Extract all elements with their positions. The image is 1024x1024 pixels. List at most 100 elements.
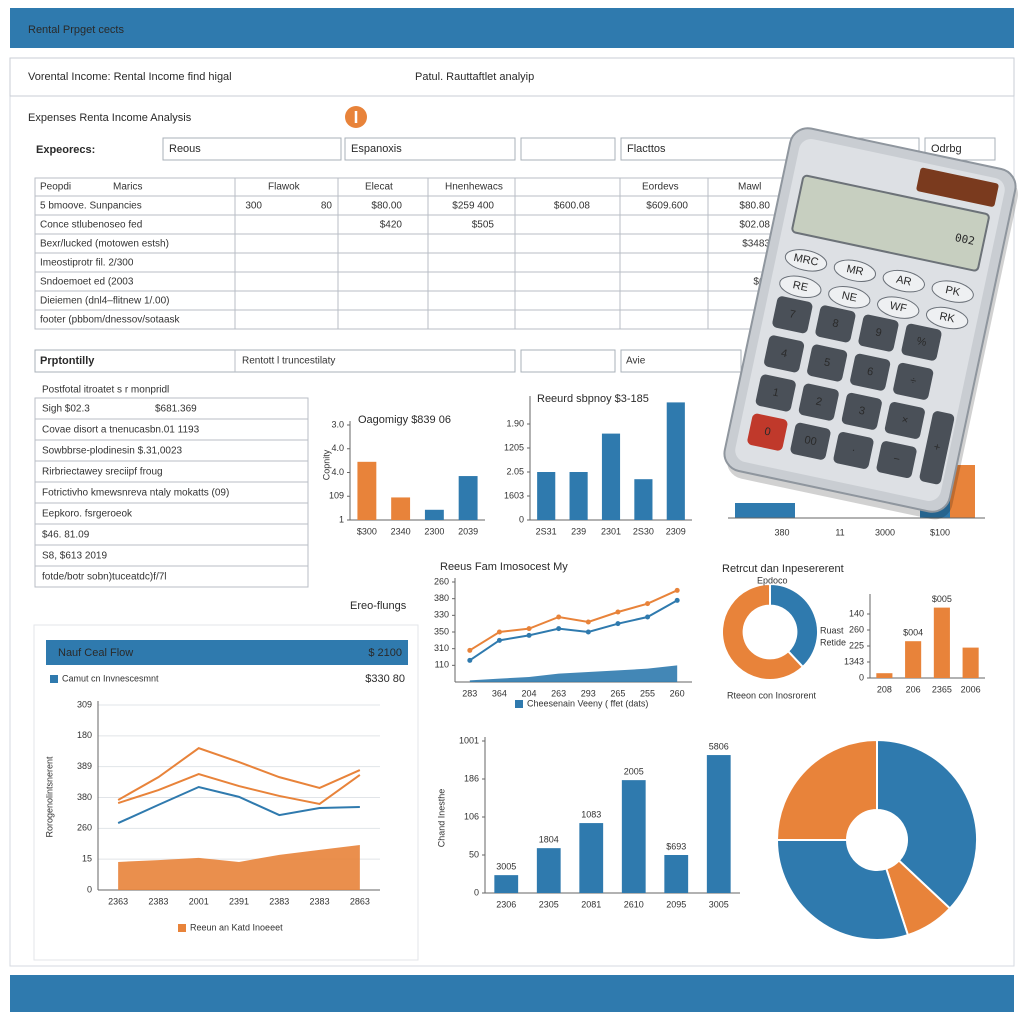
property-field[interactable] [620,349,742,373]
x-tick-label: 2305 [539,899,559,909]
calculator-key [893,362,934,400]
table-header: Peopdi [40,182,71,193]
y-tick-label: 140 [849,608,864,618]
line [117,747,361,801]
filter-field[interactable] [520,137,616,161]
y-tick-label: 260 [849,624,864,634]
calculator-key-label: 8 [831,317,839,330]
x-tick-label: 364 [492,688,507,698]
property-field[interactable] [34,349,516,373]
x-tick-label: 263 [551,688,566,698]
function-key-label: AR [895,274,912,289]
function-key [784,249,828,272]
marker [526,632,532,638]
table-cell: $80.80 [739,201,770,212]
chart-caption: Rteeon con Inosrorent [727,690,817,700]
slice [775,839,910,941]
legend-label: Camut cn Invnescesmnt [62,673,159,683]
line [469,589,678,652]
line [117,785,360,825]
y-tick-label: 180 [77,730,92,740]
x-tick-label: 2006 [961,684,981,694]
table-header: Elecat [365,182,393,193]
y-axis-label: Chand Inesthe [436,789,446,848]
calculator-key [884,401,925,439]
marker [615,621,621,627]
calculator-key-label: × [901,414,910,427]
function-key [925,306,969,330]
bar [494,875,519,893]
property-value: Rentott l truncestilaty [242,356,335,367]
calculator-key-label: 2 [815,396,823,409]
calculator-key [807,344,848,382]
calculator-key-label: 00 [803,434,817,448]
calculator-key [833,431,874,469]
marker [674,587,680,593]
chart-title: Retrcut dan Inpesererent [722,563,844,575]
marker [556,614,562,620]
y-tick-label: 330 [434,610,449,620]
calculator-key [772,296,813,334]
summary-cell: Sigh $02.3 [42,404,90,415]
x-tick-label: 2001 [189,896,209,906]
x-tick-label: 260 [670,688,685,698]
filter-field[interactable] [162,137,342,161]
table-header: Eordevs [642,182,679,193]
calculator-key [790,422,831,460]
filter-field[interactable] [344,137,516,161]
marker [556,626,562,632]
calculator-key [850,353,891,391]
property-field[interactable] [520,349,616,373]
calculator-key-label: 4 [780,347,788,360]
summary-cell: Rirbriectawey sreciipf froug [42,467,163,478]
y-tick-label: 380 [434,593,449,603]
x-tick-label: 2S31 [536,526,557,536]
chart-side-label: Retide [820,637,846,647]
y-tick-label: 0 [519,514,524,524]
y-tick-label: 1 [339,514,344,524]
cash-flow-title: Nauf Ceal Flow [58,647,133,659]
table-cell: Imeostiprotr fil. 2/300 [40,258,134,269]
x-tick-label: 265 [610,688,625,698]
calculator-key [876,441,917,479]
y-tick-label: 389 [77,761,92,771]
table-cell: 80 [321,201,333,212]
bar [706,755,731,893]
calculator-key-label: ÷ [909,375,917,388]
summary-cell: Eepkoro. fsrgeroeok [42,509,133,520]
title-bar [9,57,1015,97]
x-tick-label: $100 [930,527,950,537]
chart-title: Reeurd sbpnoy $3-185 [537,393,649,405]
y-tick-label: 310 [434,643,449,653]
y-tick-label: 1.90 [506,418,524,428]
chart-title: Oagomigy $839 06 [358,414,451,426]
marker [585,619,591,625]
line [469,599,678,662]
summary-cell: fotde/botr sobn)tuceatdc)f/7l [42,572,167,583]
y-tick-label: 15 [82,854,92,864]
table-cell: $420 [380,220,403,231]
slice [876,738,978,910]
area [469,665,678,682]
calculator-key-label: 7 [788,308,796,321]
calculator-key [764,335,805,373]
app-title: Rental Prpget cects [28,24,124,36]
calculator-key [798,383,839,421]
function-key-label: RK [938,310,956,325]
x-tick-label: 2610 [624,899,644,909]
bar [664,855,689,893]
table-cell: Dieiemen (dnl4–flitnew 1/.00) [40,296,170,307]
bar [579,823,604,893]
calculator-key-label: 6 [866,366,874,379]
cash-flow-header [46,640,408,665]
y-axis-label: Rorogenolintsnerent [44,756,54,838]
summary-cell: Fotrictivho kmewsnreva ntaly mokatts (09… [42,488,229,499]
bar [458,476,478,520]
bar-annotation: 1083 [581,809,601,819]
x-tick-label: 2306 [496,899,516,909]
marker [467,657,473,663]
marker [674,597,680,603]
filter-value: Espanoxis [351,143,402,155]
marker [496,629,502,635]
